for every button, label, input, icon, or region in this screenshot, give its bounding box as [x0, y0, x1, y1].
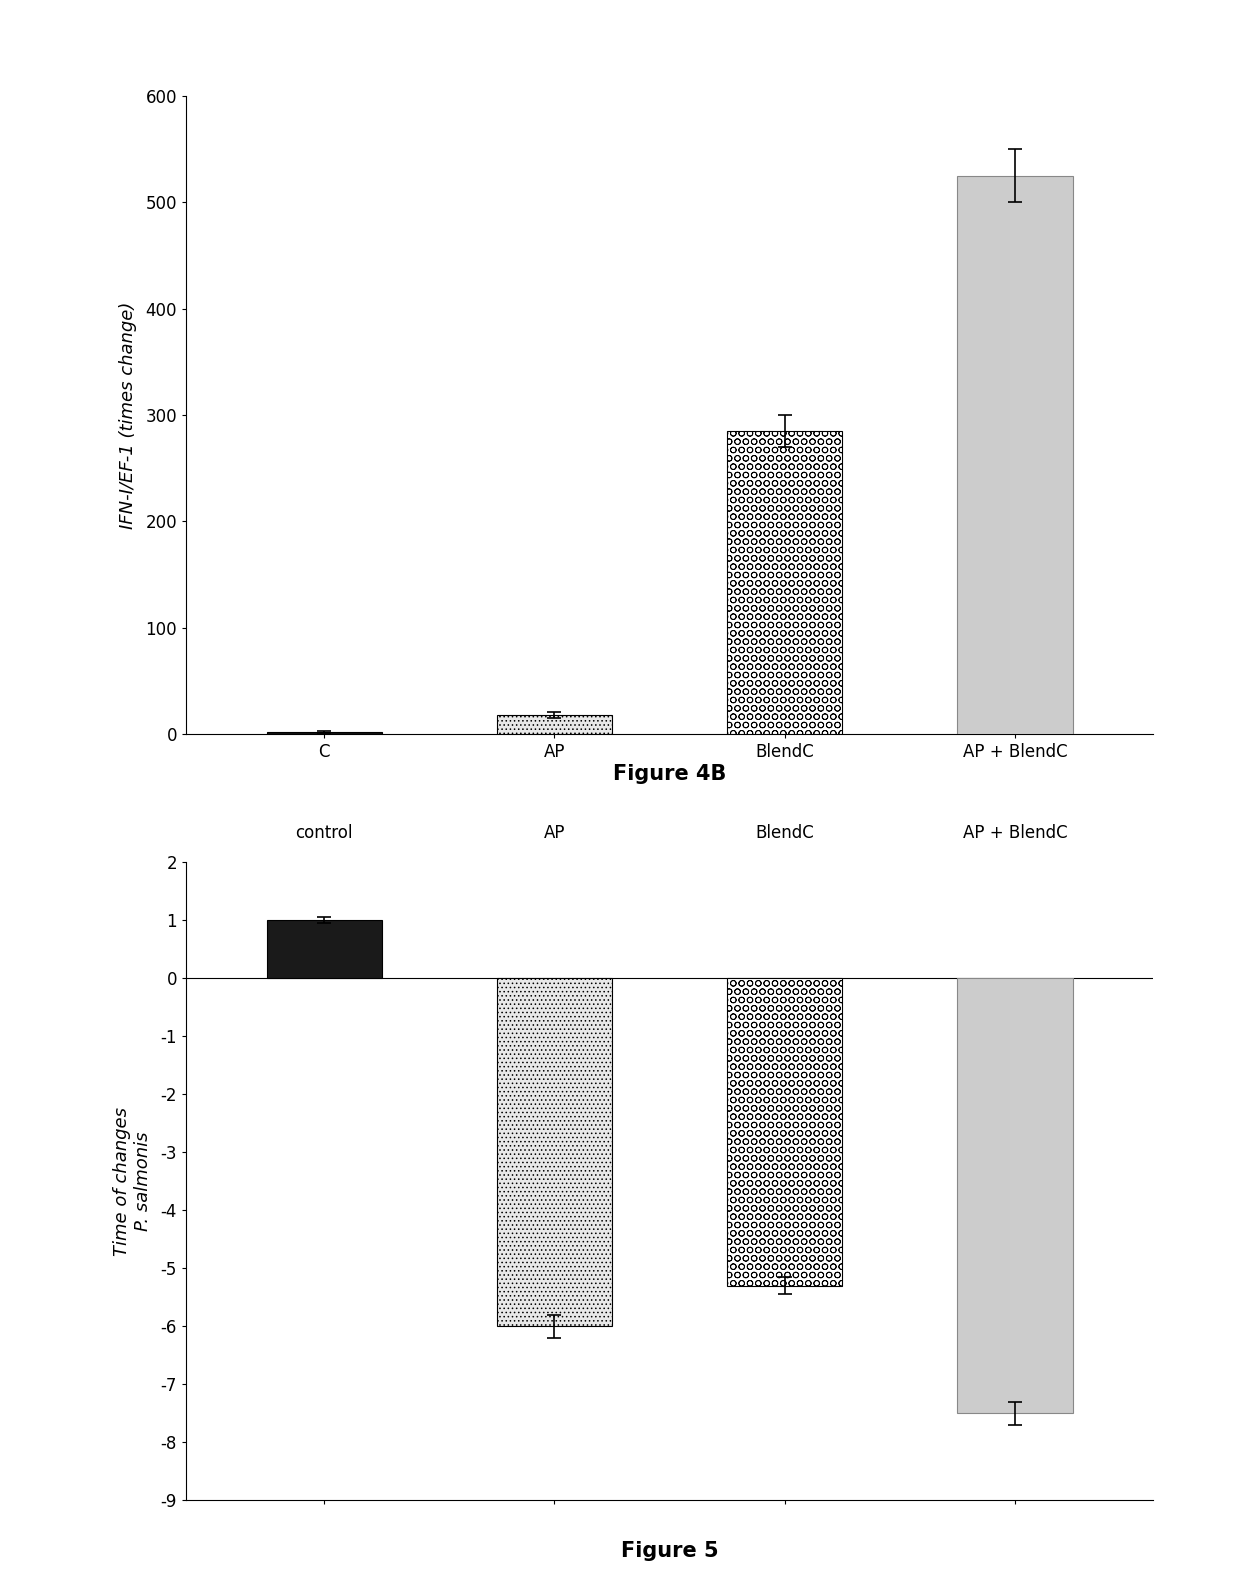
Text: BlendC: BlendC — [755, 824, 815, 841]
Text: AP + BlendC: AP + BlendC — [962, 824, 1068, 841]
Bar — [267, 733, 382, 734]
Y-axis label: IFN-I/EF-1 (times change): IFN-I/EF-1 (times change) — [119, 302, 136, 528]
Text: AP: AP — [543, 824, 565, 841]
Text: Figure 4B: Figure 4B — [613, 764, 727, 784]
Bar — [267, 919, 382, 978]
Bar — [727, 978, 842, 1285]
Bar — [727, 431, 842, 734]
Bar — [957, 978, 1073, 1412]
Text: Figure 5: Figure 5 — [621, 1542, 718, 1561]
Bar — [497, 978, 613, 1326]
Bar — [497, 715, 613, 734]
Bar — [957, 176, 1073, 734]
Y-axis label: Time of changes
P. salmonis: Time of changes P. salmonis — [113, 1106, 153, 1256]
Text: control: control — [295, 824, 353, 841]
